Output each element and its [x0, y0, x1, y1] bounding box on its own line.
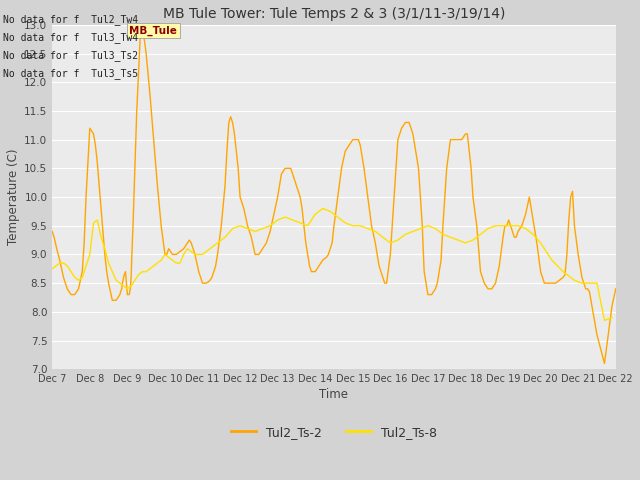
Legend: Tul2_Ts-2, Tul2_Ts-8: Tul2_Ts-2, Tul2_Ts-8 [230, 426, 437, 439]
Text: No data for f  Tul3_Tw4: No data for f Tul3_Tw4 [3, 32, 138, 43]
Text: No data for f  Tul3_Ts5: No data for f Tul3_Ts5 [3, 68, 138, 79]
Text: MB_Tule: MB_Tule [129, 25, 177, 36]
Text: No data for f  Tul3_Ts2: No data for f Tul3_Ts2 [3, 50, 138, 61]
X-axis label: Time: Time [319, 388, 349, 401]
Title: MB Tule Tower: Tule Temps 2 & 3 (3/1/11-3/19/14): MB Tule Tower: Tule Temps 2 & 3 (3/1/11-… [163, 7, 505, 21]
Text: No data for f  Tul2_Tw4: No data for f Tul2_Tw4 [3, 13, 138, 24]
Y-axis label: Temperature (C): Temperature (C) [7, 149, 20, 245]
